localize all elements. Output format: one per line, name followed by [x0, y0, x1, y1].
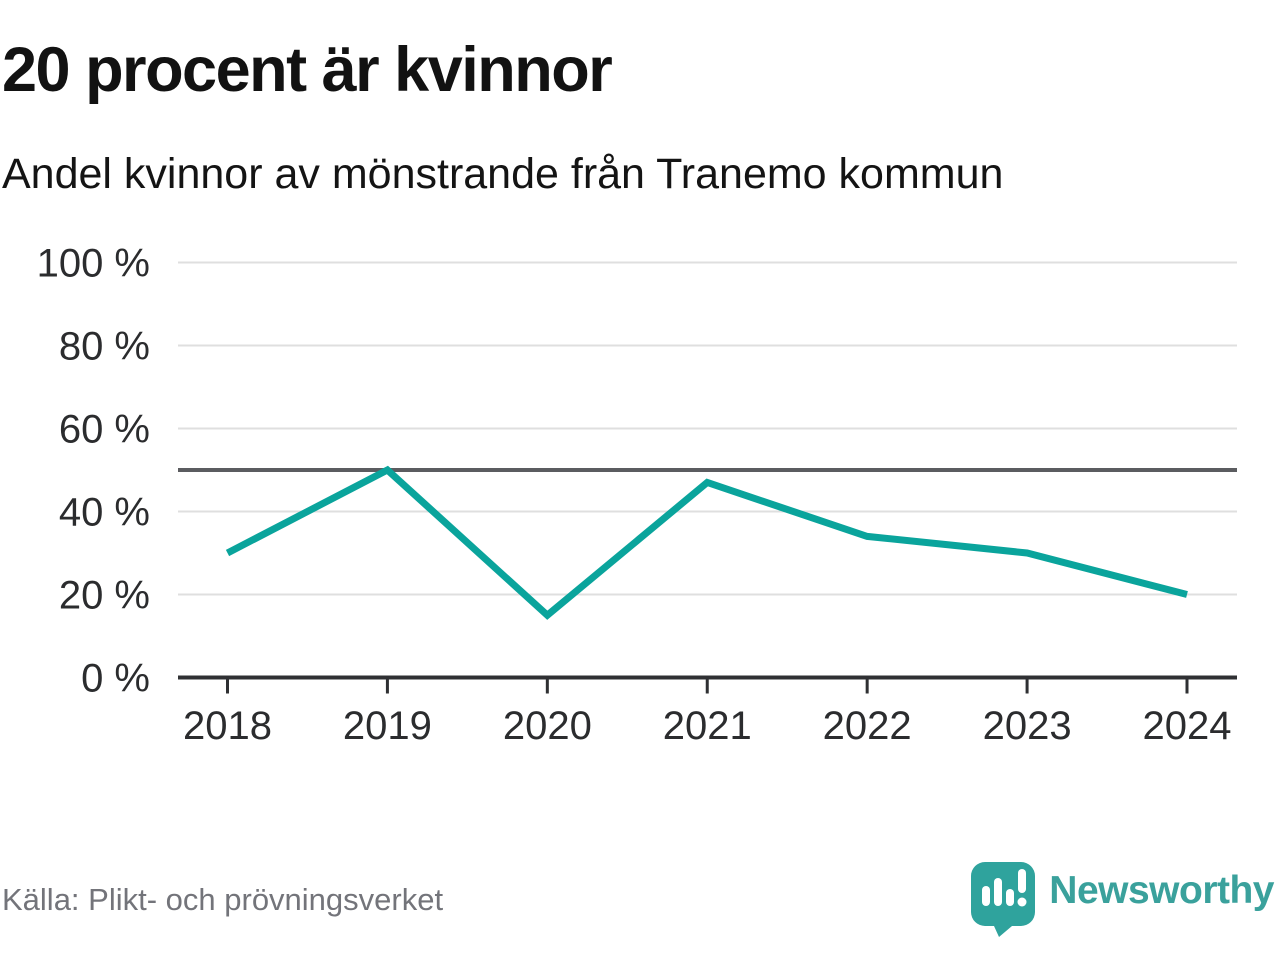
x-tick [1025, 679, 1029, 694]
x-tick-label: 2021 [663, 704, 752, 748]
y-tick-label: 20 % [59, 574, 150, 618]
y-tick-label: 0 % [81, 657, 150, 701]
x-tick-label: 2019 [343, 704, 432, 748]
logo-exclamation-dot [1017, 897, 1027, 907]
x-tick [1185, 679, 1189, 694]
brand-name: Newsworthy [1049, 869, 1274, 912]
newsworthy-logo: Newsworthy [971, 862, 1274, 938]
x-tick-label: 2018 [183, 704, 272, 748]
gridline [178, 427, 1237, 430]
y-tick-label: 100 % [37, 242, 150, 286]
logo-exclamation-bar [1018, 869, 1027, 893]
source-note: Källa: Plikt- och prövningsverket [2, 882, 444, 917]
chart-title: 20 procent är kvinnor [2, 35, 613, 105]
x-tick-label: 2022 [823, 704, 912, 748]
reference-line [178, 468, 1237, 472]
y-tick-label: 40 % [59, 491, 150, 535]
gridline [178, 261, 1237, 264]
y-tick-label: 60 % [59, 408, 150, 452]
x-tick-label: 2020 [503, 704, 592, 748]
x-tick [226, 679, 229, 694]
x-tick-label: 2023 [983, 704, 1072, 748]
gridline [178, 344, 1237, 347]
logo-bar-2 [994, 878, 1003, 906]
y-tick-label: 80 % [59, 325, 150, 369]
chart-subtitle: Andel kvinnor av mönstrande från Tranemo… [2, 150, 1004, 198]
x-tick-label: 2024 [1143, 704, 1232, 748]
x-tick [705, 679, 709, 694]
newsworthy-logo-icon [971, 862, 1036, 937]
x-tick [865, 679, 869, 694]
data-series-line [225, 465, 1188, 620]
x-tick [545, 679, 549, 694]
logo-bar-3 [1006, 889, 1015, 906]
x-tick [385, 679, 389, 694]
gridline [178, 510, 1237, 513]
logo-bar-1 [982, 886, 991, 906]
x-axis-line [178, 675, 1237, 680]
gridline [178, 593, 1237, 596]
